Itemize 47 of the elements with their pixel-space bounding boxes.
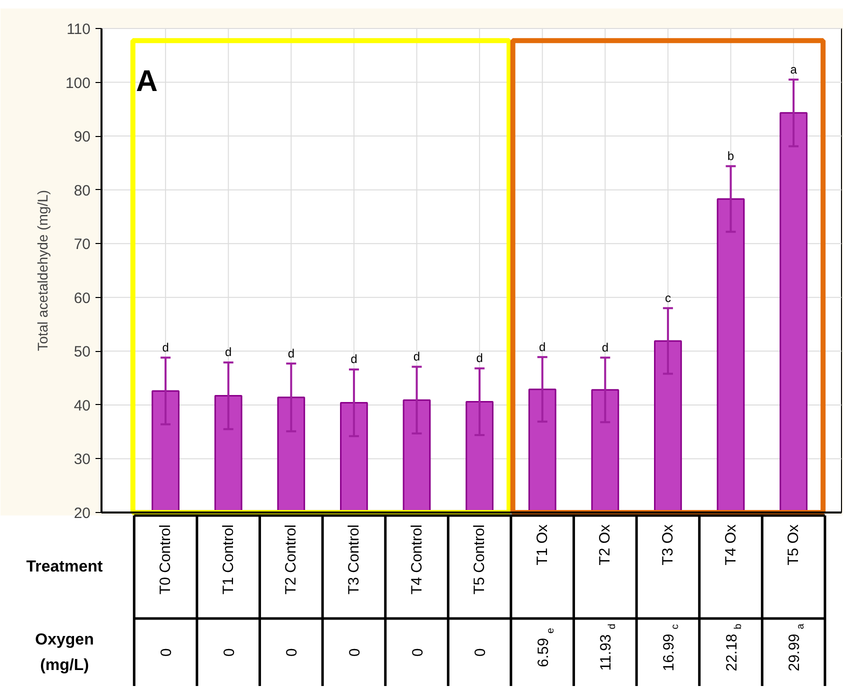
y-tick-label: 110 bbox=[66, 21, 91, 38]
text: 0 bbox=[158, 648, 176, 657]
data-label: d bbox=[413, 350, 420, 364]
y-tick-label: 100 bbox=[65, 74, 91, 92]
y-tick-label: 40 bbox=[74, 397, 91, 414]
x-tick-label: T3 Ox bbox=[659, 524, 676, 566]
data-label: d bbox=[476, 351, 483, 366]
y-tick-label: 30 bbox=[74, 451, 91, 468]
x-tick-label: T2 Control bbox=[282, 524, 300, 595]
data-label: d bbox=[350, 352, 358, 366]
text: 0 bbox=[284, 648, 301, 657]
text: 0 bbox=[220, 648, 238, 657]
text: 22.18b bbox=[723, 623, 744, 672]
x-tick-label: T4 Control bbox=[408, 524, 426, 595]
data-label: d bbox=[288, 346, 295, 360]
data-label: d bbox=[602, 340, 609, 354]
x-tick-label: T1 Ox bbox=[534, 524, 551, 566]
data-label: c bbox=[664, 290, 671, 305]
y-tick-label: 90 bbox=[74, 128, 91, 146]
y-tick-label: 50 bbox=[74, 344, 91, 361]
x-axis-title: Treatment bbox=[26, 558, 104, 576]
data-label: a bbox=[790, 62, 798, 76]
data-label: d bbox=[539, 340, 546, 354]
text: 6.59e bbox=[534, 628, 556, 668]
y-tick-label: 20 bbox=[74, 505, 91, 522]
y-tick-label: 80 bbox=[74, 182, 91, 200]
x-tick-label: T3 Control bbox=[345, 524, 362, 595]
x-tick-label: T5 Ox bbox=[785, 524, 802, 566]
data-label: d bbox=[225, 345, 232, 360]
x-tick-label: T1 Control bbox=[220, 524, 237, 595]
y-tick-label: 70 bbox=[74, 236, 91, 254]
y-tick-label: 60 bbox=[74, 290, 91, 307]
text: Oxygen (mg/L) bbox=[35, 631, 94, 674]
text: 0 bbox=[346, 648, 364, 657]
text: 16.99c bbox=[660, 624, 681, 672]
text: 0 bbox=[472, 648, 490, 657]
text: 29.99a bbox=[786, 623, 807, 672]
x-tick-label: T2 Ox bbox=[596, 524, 614, 566]
text: 11.93d bbox=[598, 624, 618, 671]
x-tick-label: T0 Control bbox=[157, 524, 174, 595]
text: 0 bbox=[409, 648, 426, 657]
data-label: d bbox=[162, 340, 169, 354]
x-tick-label: T5 Control bbox=[471, 524, 488, 595]
x-tick-label: T4 Ox bbox=[722, 524, 740, 566]
data-label: b bbox=[727, 148, 734, 163]
annotation: A bbox=[136, 65, 158, 98]
y-axis-title: Total acetaldehyde (mg/L) bbox=[34, 190, 50, 352]
